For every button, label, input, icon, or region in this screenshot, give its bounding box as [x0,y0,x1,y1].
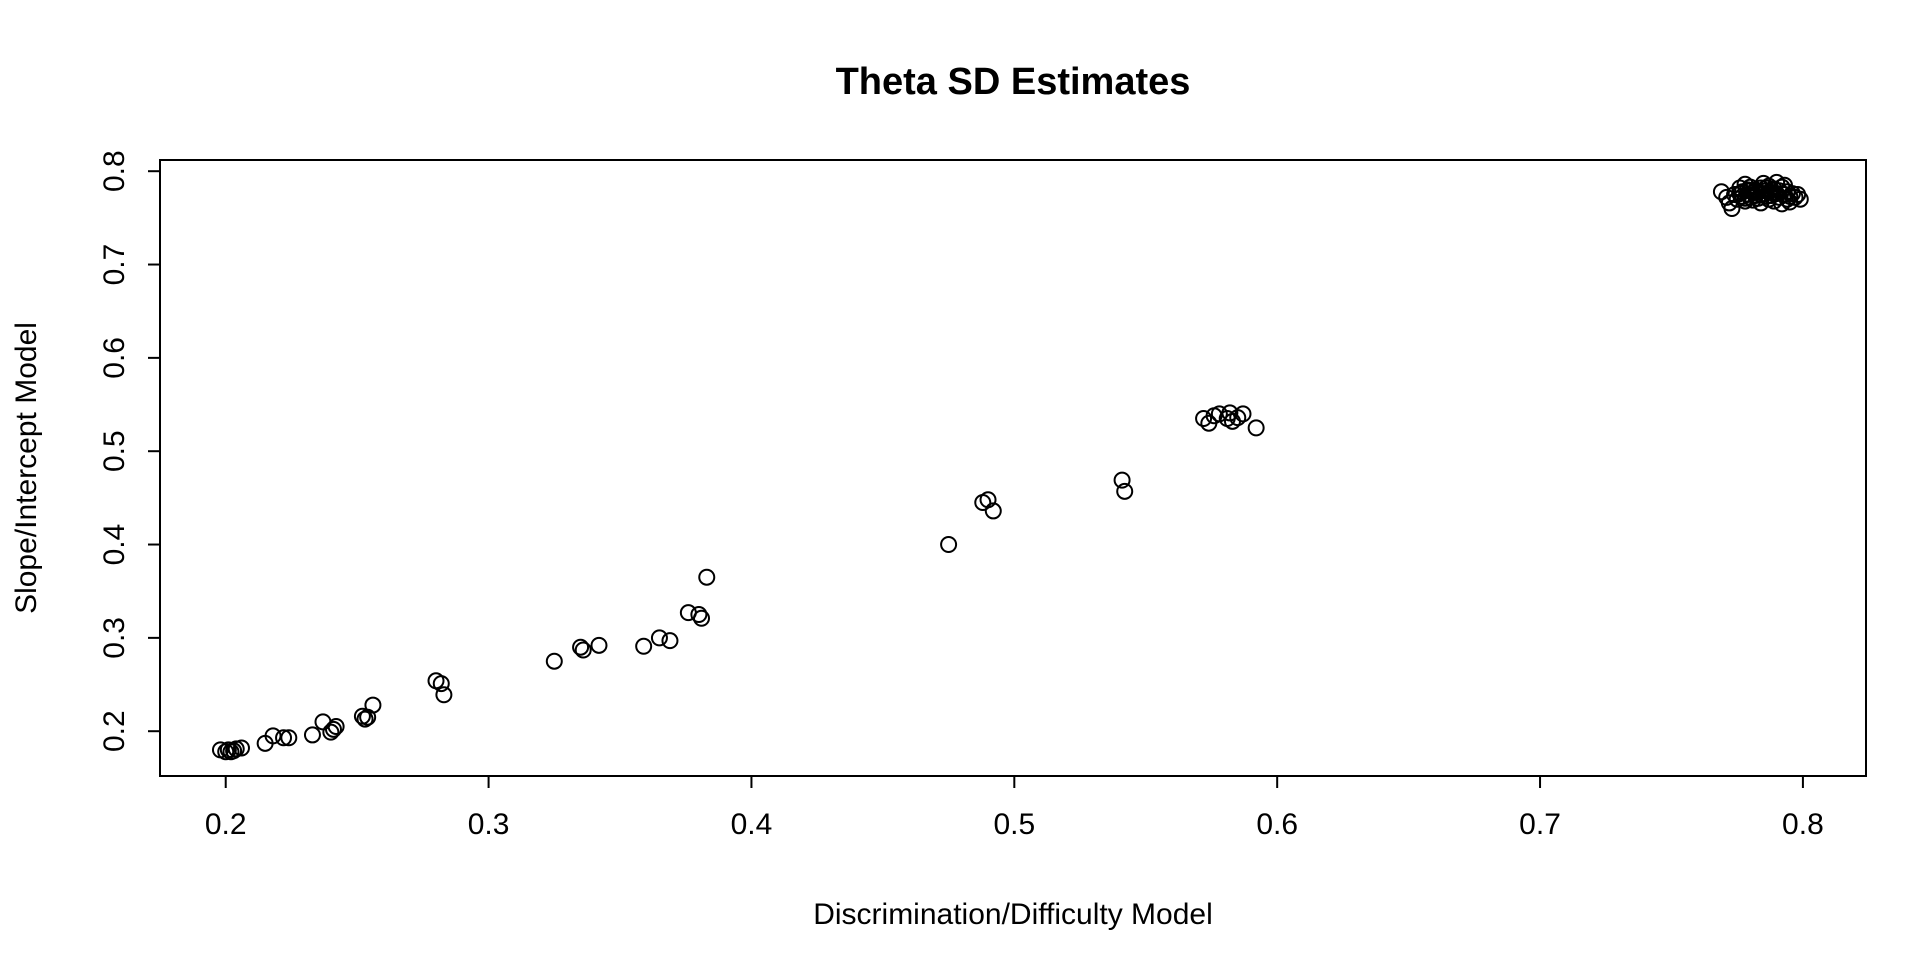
scatter-point [327,718,345,736]
scatter-point [1195,410,1213,428]
scatter-point [324,720,342,738]
scatter-point [275,729,293,747]
scatter-point [1116,482,1134,500]
y-axis: 0.2 0.3 0.4 0.5 0.6 0.7 0.8 [98,150,160,752]
scatter-point [979,491,997,509]
y-tick-label: 0.6 [98,337,131,379]
y-tick-label: 0.4 [98,524,131,566]
scatter-point [1223,412,1241,430]
x-tick-label: 0.2 [205,808,247,841]
x-axis: 0.2 0.3 0.4 0.5 0.6 0.7 0.8 [205,776,1824,841]
x-tick-label: 0.5 [993,808,1035,841]
scatter-point [280,729,298,747]
scatter-point [574,641,592,659]
scatter-point [432,675,450,693]
scatter-point [225,742,243,760]
scatter-point [698,568,716,586]
x-tick-label: 0.4 [731,808,773,841]
y-tick-label: 0.8 [98,150,131,192]
scatter-point [1247,419,1265,437]
y-tick-label: 0.3 [98,617,131,659]
scatter-point [364,696,382,714]
x-tick-label: 0.8 [1782,808,1824,841]
scatter-point [232,739,250,757]
y-axis-label: Slope/Intercept Model [10,322,43,614]
scatter-point [1113,471,1131,489]
scatter-point [1234,405,1252,423]
scatter-point [217,743,235,761]
x-tick-label: 0.6 [1256,808,1298,841]
x-axis-label: Discrimination/Difficulty Model [813,898,1213,931]
plot-frame [159,159,1867,777]
scatter-point [1731,185,1749,203]
scatter-point [590,636,608,654]
y-tick-label: 0.5 [98,430,131,472]
data-points [211,173,1809,761]
scatter-point [984,502,1002,520]
scatter-point [322,723,340,741]
scatter-point [650,629,668,647]
scatter-point [693,609,711,627]
y-tick-label: 0.7 [98,244,131,286]
scatter-point [1712,183,1730,201]
scatter-point [1736,189,1754,207]
scatter-point [940,536,958,554]
x-tick-label: 0.3 [468,808,510,841]
scatter-point [435,686,453,704]
chart-title: Theta SD Estimates [836,61,1191,103]
scatter-point [690,606,708,624]
scatter-point [356,710,374,728]
scatter-point [661,632,679,650]
y-tick-label: 0.2 [98,710,131,752]
x-tick-label: 0.7 [1519,808,1561,841]
scatter-point [635,637,653,655]
scatter-point [1778,190,1796,208]
scatter-point [572,638,590,656]
scatter-point [303,726,321,744]
scatter-point [545,652,563,670]
scatter-point [1791,190,1809,208]
scatter-point [1229,409,1247,427]
scatter-point [1757,179,1775,197]
